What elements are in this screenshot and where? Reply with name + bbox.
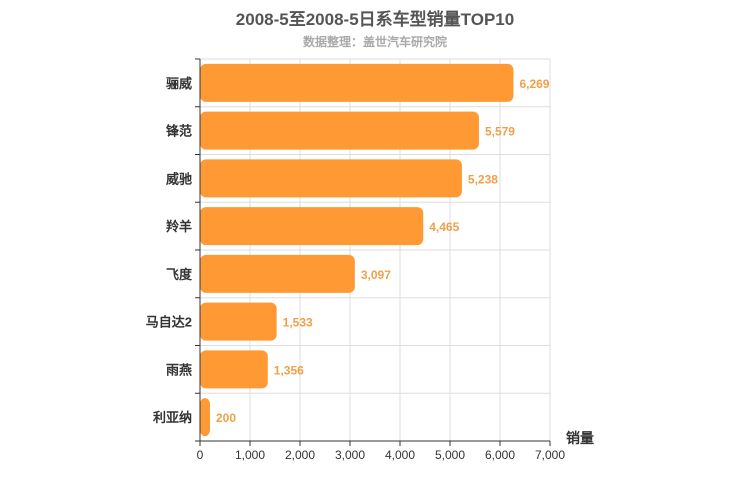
bar-2 [200, 111, 479, 150]
value-label: 200 [216, 411, 236, 425]
value-label: 4,465 [429, 220, 459, 234]
category-label: 骊威 [166, 76, 192, 91]
category-label: 飞度 [166, 267, 193, 282]
bar-1 [200, 63, 514, 102]
chart-title: 2008-5至2008-5日系车型销量TOP10 [235, 10, 515, 29]
x-axis-title: 销量 [566, 430, 594, 446]
value-label: 1,356 [274, 363, 304, 377]
category-label: 羚羊 [166, 219, 192, 234]
labels-group: 0 1,000 2,000 3,000 4,000 5,000 6,000 7,000 骊威 6,… [146, 76, 594, 462]
bar-7 [200, 350, 268, 389]
category-label: 马自达2 [146, 315, 192, 330]
x-tick-label: 1,000 [235, 448, 265, 462]
x-tick-label: 6,000 [485, 448, 515, 462]
x-tick-label: 2,000 [285, 448, 315, 462]
value-label: 5,238 [468, 172, 498, 186]
bar-8 [200, 398, 210, 437]
value-label: 3,097 [361, 268, 391, 282]
axes-group [195, 58, 551, 446]
value-label: 5,579 [485, 125, 515, 139]
bar-6 [200, 302, 277, 341]
bars-group [200, 63, 514, 437]
x-tick-label: 0 [197, 448, 204, 462]
category-label: 利亚纳 [153, 410, 192, 425]
category-label: 锋范 [166, 124, 192, 139]
bar-3 [200, 159, 462, 198]
x-tick-label: 4,000 [385, 448, 415, 462]
value-label: 6,269 [519, 77, 549, 91]
category-label: 威驰 [166, 171, 192, 186]
bar-4 [200, 207, 424, 246]
x-tick-label: 7,000 [535, 448, 565, 462]
chart-subtitle: 数据整理：盖世汽车研究院 [302, 35, 447, 49]
x-tick-label: 5,000 [435, 448, 465, 462]
x-tick-label: 3,000 [335, 448, 365, 462]
bar-5 [200, 254, 355, 293]
category-label: 雨燕 [166, 362, 192, 377]
value-label: 1,533 [283, 316, 313, 330]
